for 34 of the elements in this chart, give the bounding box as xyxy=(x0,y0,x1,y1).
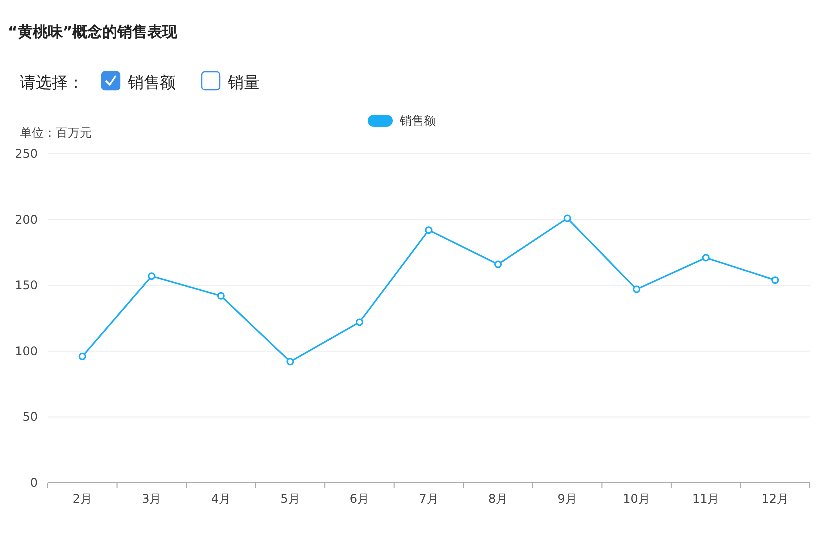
y-tick-label: 200 xyxy=(15,212,38,227)
y-tick-label: 0 xyxy=(30,476,38,490)
x-tick-label: 8月 xyxy=(488,492,508,506)
point xyxy=(217,292,225,300)
legend-label: 销售额 xyxy=(399,114,436,128)
x-tick-label: 12月 xyxy=(762,492,790,506)
text: 销量 xyxy=(227,73,260,92)
y-tick-label: 250 xyxy=(15,147,38,161)
text: 销售额 xyxy=(127,73,176,92)
x-tick-label: 11月 xyxy=(692,492,720,506)
y-axis-title: 单位：百万元 xyxy=(20,126,92,140)
point xyxy=(633,286,641,294)
y-tick-label: 150 xyxy=(15,278,38,293)
point xyxy=(78,352,86,360)
y-tick-label: 100 xyxy=(15,344,38,358)
x-tick-label: 6月 xyxy=(350,492,370,506)
x-tick-label: 5月 xyxy=(280,492,300,506)
x-tick-label: 3月 xyxy=(142,492,162,506)
point xyxy=(425,226,433,234)
point xyxy=(148,272,156,280)
x-tick-label: 10月 xyxy=(623,492,650,506)
x-tick-label: 7月 xyxy=(419,492,439,506)
point xyxy=(494,260,502,268)
x-tick-label: 9月 xyxy=(558,492,578,506)
point xyxy=(286,358,294,366)
x-tick-label: 2月 xyxy=(72,492,92,506)
y-tick-label: 50 xyxy=(22,410,38,424)
chart-title: “黄桃味”概念的销售表现 xyxy=(8,23,179,41)
x-tick-label: 4月 xyxy=(211,492,231,506)
point xyxy=(356,318,364,326)
text: 请选择： xyxy=(20,73,84,92)
point xyxy=(564,214,572,222)
point xyxy=(702,254,710,262)
point xyxy=(772,276,780,284)
